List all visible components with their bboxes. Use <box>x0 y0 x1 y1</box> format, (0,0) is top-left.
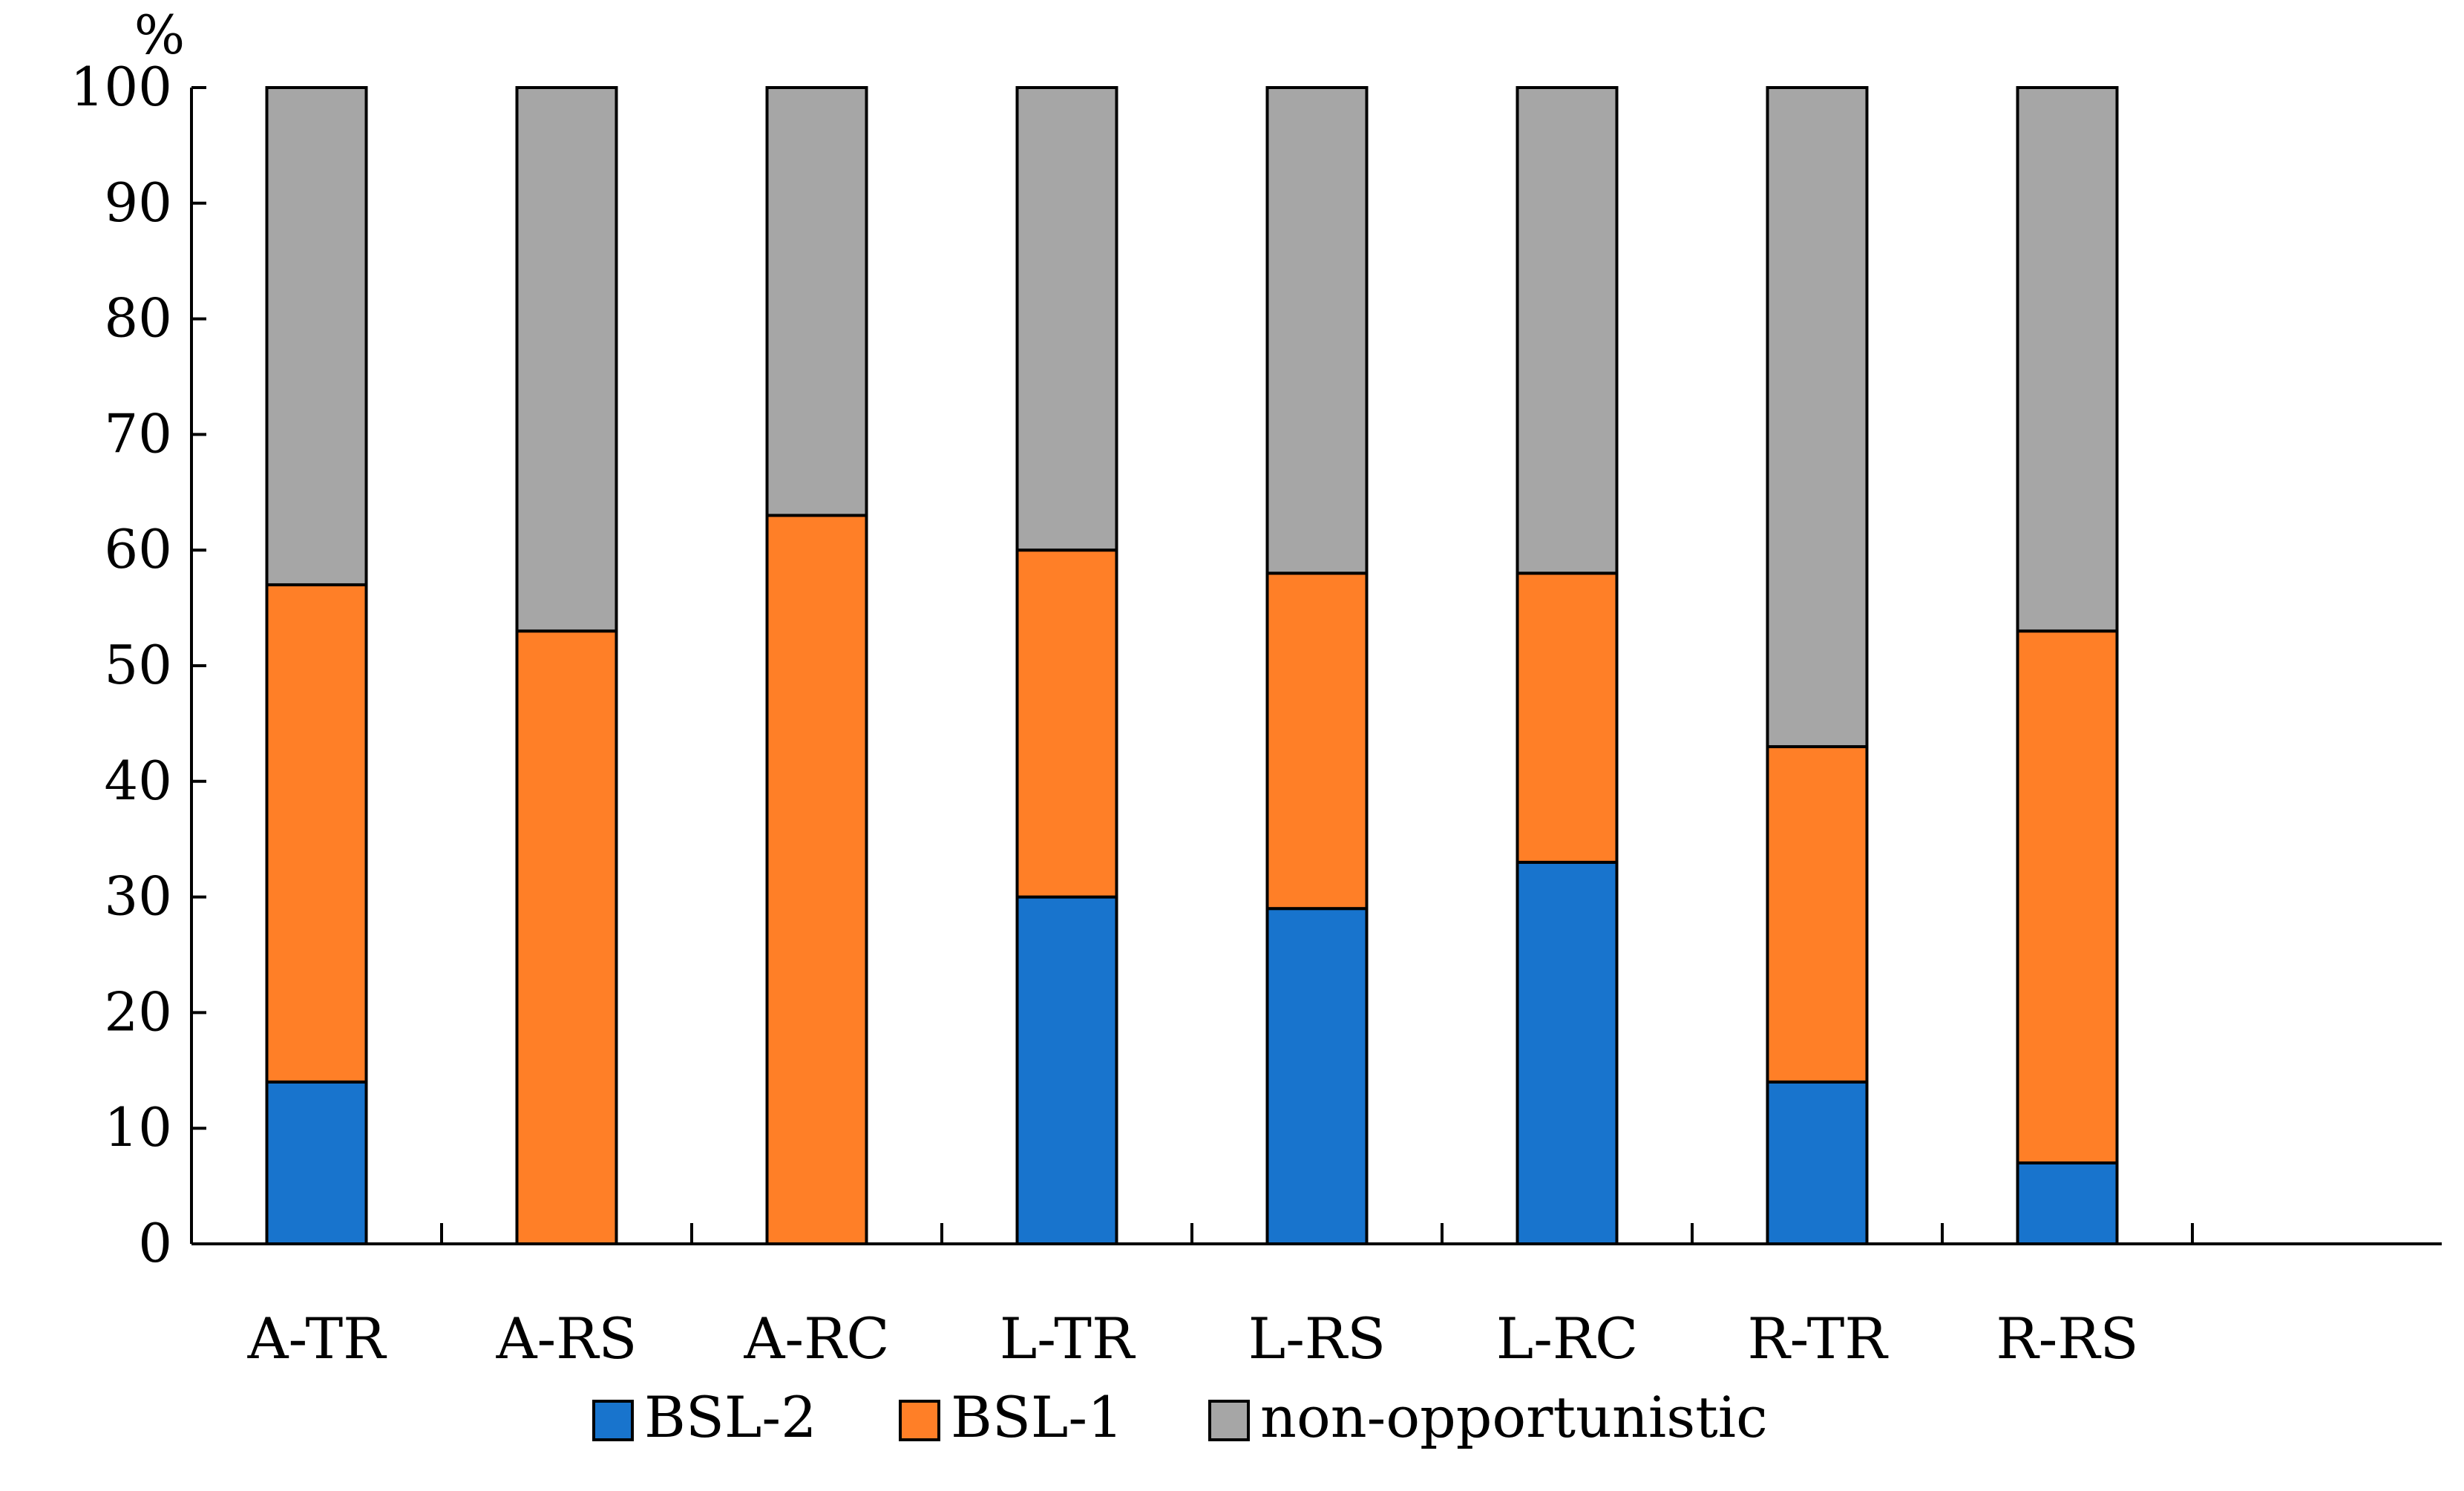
bar-segment-non-opportunistic <box>2016 86 2119 633</box>
legend-item-bsl-1: BSL-1 <box>899 1384 1123 1450</box>
x-category-label: L-RS <box>1248 1305 1386 1372</box>
legend-swatch <box>592 1400 634 1441</box>
bar-segment-bsl-1 <box>765 514 868 1245</box>
legend-swatch <box>899 1400 940 1441</box>
legend-item-bsl-2: BSL-2 <box>592 1384 816 1450</box>
bar-segment-non-opportunistic <box>1516 86 1619 575</box>
legend-label: non-opportunistic <box>1260 1384 1768 1450</box>
y-tick-label: 70 <box>104 402 172 465</box>
y-tick-label: 10 <box>104 1096 172 1159</box>
bar-stack-l-rs <box>1265 86 1369 1246</box>
bar-segment-bsl-2 <box>2016 1161 2119 1245</box>
bar-segment-bsl-2 <box>1766 1080 1869 1245</box>
y-tick-label: 90 <box>104 171 172 234</box>
x-axis-ticks: A-TR A-RS A-RC L-TR L-RS L-RC R-TR R-RS <box>247 1223 2194 1372</box>
bar-segment-non-opportunistic <box>1265 86 1369 575</box>
x-category-label: R-RS <box>1996 1305 2138 1372</box>
bar-segment-bsl-1 <box>2016 629 2119 1164</box>
bar-stack-l-tr <box>1015 86 1118 1245</box>
bar-segment-non-opportunistic <box>765 86 868 517</box>
x-category-label: A-RC <box>744 1305 890 1372</box>
x-category-label: L-RC <box>1496 1305 1639 1372</box>
y-tick-label: 30 <box>104 865 172 928</box>
bar-segment-bsl-1 <box>1265 571 1369 911</box>
bar-segment-non-opportunistic <box>1015 86 1118 552</box>
bar-stack-r-rs <box>2016 86 2119 1245</box>
bar-segment-non-opportunistic <box>1766 86 1869 749</box>
y-tick-label: 80 <box>104 287 172 350</box>
bar-stack-a-rc <box>765 86 868 1245</box>
x-category-label: A-RS <box>496 1305 638 1372</box>
y-axis-unit-label: % <box>134 4 185 66</box>
legend-label: BSL-1 <box>951 1384 1123 1450</box>
y-tick-label: 20 <box>104 980 172 1043</box>
bar-segment-bsl-1 <box>1015 548 1118 899</box>
bar-segment-bsl-2 <box>1015 895 1118 1245</box>
x-category-label: A-TR <box>247 1305 388 1372</box>
bar-segment-non-opportunistic <box>265 86 368 586</box>
x-category-label: L-TR <box>1000 1305 1136 1372</box>
bar-stack-a-rs <box>515 86 618 1245</box>
bar-segment-non-opportunistic <box>515 86 618 633</box>
bars-layer <box>265 86 2119 1246</box>
y-tick-label: 50 <box>104 634 172 696</box>
bar-stack-l-rc <box>1516 86 1619 1245</box>
legend-label: BSL-2 <box>644 1384 816 1450</box>
y-tick-label: 40 <box>104 750 172 812</box>
legend-item-non-opportunistic: non-opportunistic <box>1208 1384 1768 1450</box>
bar-stack-r-tr <box>1766 86 1869 1245</box>
bar-segment-bsl-1 <box>1516 571 1619 864</box>
legend-swatch <box>1208 1400 1250 1441</box>
y-tick-label: 60 <box>104 518 172 580</box>
y-axis-ticks: 0 10 20 30 40 50 60 70 80 90 100 <box>71 56 206 1274</box>
y-tick-label: 100 <box>71 56 172 118</box>
bar-segment-bsl-1 <box>265 583 368 1084</box>
bar-segment-bsl-1 <box>515 629 618 1245</box>
bar-segment-bsl-2 <box>265 1080 368 1245</box>
bar-segment-bsl-1 <box>1766 745 1869 1084</box>
bar-stack-a-tr <box>265 86 368 1245</box>
bar-segment-bsl-2 <box>1516 860 1619 1245</box>
x-category-label: R-TR <box>1747 1305 1889 1372</box>
bar-segment-bsl-2 <box>1265 907 1369 1246</box>
legend: BSL-2 BSL-1 non-opportunistic <box>592 1384 1768 1450</box>
y-tick-label: 0 <box>138 1212 172 1274</box>
